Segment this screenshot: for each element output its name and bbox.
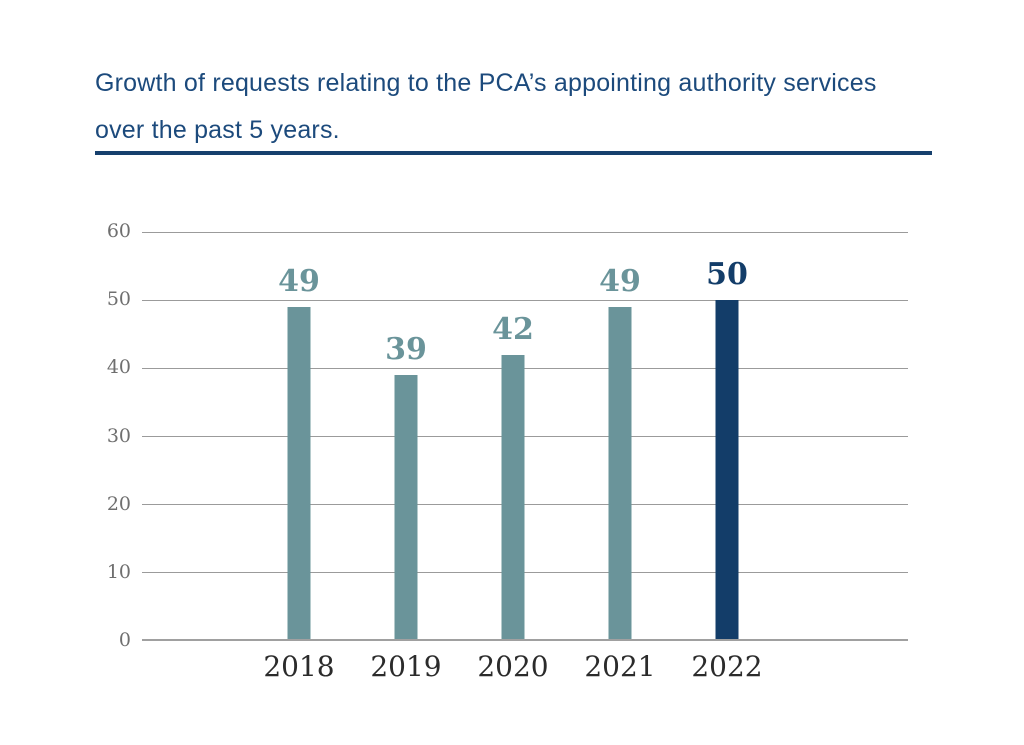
x-tick-label-2019: 2019: [370, 650, 442, 683]
bar-2018: [287, 306, 311, 641]
y-tick-label-50: 50: [106, 288, 131, 311]
value-label-2020: 42: [492, 311, 534, 347]
x-tick-label-2022: 2022: [691, 650, 763, 683]
gridline-60: [142, 231, 908, 233]
gridline-50: [142, 299, 908, 301]
gridline-0: [142, 639, 908, 641]
bar-2022: [715, 300, 739, 641]
y-tick-label-60: 60: [106, 220, 131, 243]
chart-title: Growth of requests relating to the PCA’s…: [95, 60, 935, 154]
y-tick-label-20: 20: [106, 492, 131, 515]
gridline-30: [142, 436, 908, 437]
bar-2021: [608, 306, 632, 641]
bar-chart-plot: 0 10 20 30 40 50 60 49 2018 39 2019 42 2020 49 2021 50 2…: [107, 220, 908, 683]
bar-2020: [501, 354, 525, 641]
x-tick-label-2020: 2020: [477, 650, 549, 683]
value-label-2021: 49: [599, 263, 641, 299]
x-tick-label-2021: 2021: [584, 650, 656, 683]
gridline-40: [142, 367, 908, 369]
chart-title-line-2: over the past 5 years.: [95, 116, 340, 144]
title-rule: [95, 151, 932, 155]
y-tick-label-40: 40: [106, 356, 131, 379]
value-label-2019: 39: [385, 332, 427, 368]
chart-title-line-1: Growth of requests relating to the PCA’s…: [95, 69, 877, 97]
chart-header: Growth of requests relating to the PCA’s…: [95, 60, 935, 154]
gridline-10: [142, 572, 908, 574]
value-label-2018: 49: [278, 263, 320, 299]
y-tick-label-30: 30: [106, 424, 131, 447]
value-label-2022: 50: [706, 257, 748, 293]
y-tick-label-0: 0: [118, 629, 131, 652]
bar-2019: [394, 375, 418, 641]
y-tick-label-10: 10: [106, 560, 131, 583]
gridline-20: [142, 504, 908, 506]
x-tick-label-2018: 2018: [263, 650, 335, 683]
